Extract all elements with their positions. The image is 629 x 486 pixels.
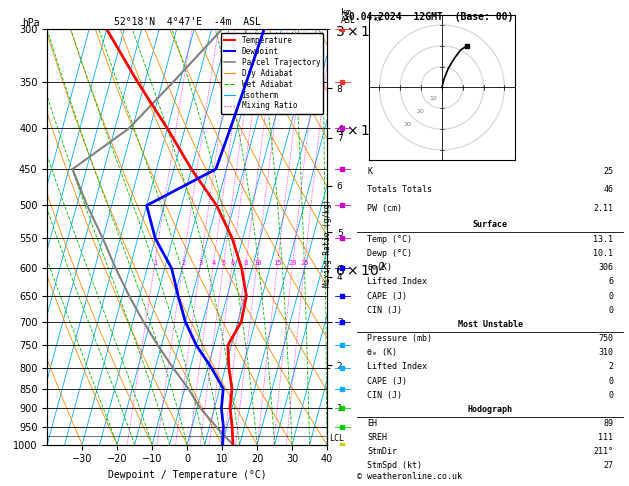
Text: 2: 2 [181, 260, 186, 265]
Text: K: K [367, 167, 372, 175]
Text: 25: 25 [603, 167, 613, 175]
Text: CIN (J): CIN (J) [367, 306, 403, 315]
Text: 4: 4 [211, 260, 216, 265]
Text: Lifted Index: Lifted Index [367, 278, 427, 286]
Text: 306: 306 [598, 263, 613, 272]
Text: 0: 0 [608, 292, 613, 300]
Text: Pressure (mb): Pressure (mb) [367, 334, 432, 343]
Text: StmSpd (kt): StmSpd (kt) [367, 461, 422, 470]
Text: 25: 25 [301, 260, 309, 265]
Text: 5: 5 [221, 260, 226, 265]
Text: 30.04.2024  12GMT  (Base: 00): 30.04.2024 12GMT (Base: 00) [343, 12, 513, 22]
Text: 27: 27 [603, 461, 613, 470]
Text: Dewp (°C): Dewp (°C) [367, 249, 413, 258]
Text: StmDir: StmDir [367, 447, 398, 456]
Text: Mixing Ratio (g/kg): Mixing Ratio (g/kg) [323, 199, 332, 287]
Text: 0: 0 [608, 306, 613, 315]
X-axis label: Dewpoint / Temperature (°C): Dewpoint / Temperature (°C) [108, 470, 267, 480]
Text: LCL: LCL [329, 434, 344, 443]
Text: hPa: hPa [22, 18, 40, 28]
Text: CAPE (J): CAPE (J) [367, 292, 408, 300]
Text: 750: 750 [598, 334, 613, 343]
Text: EH: EH [367, 419, 377, 428]
Text: PW (cm): PW (cm) [367, 204, 403, 213]
Legend: Temperature, Dewpoint, Parcel Trajectory, Dry Adiabat, Wet Adiabat, Isotherm, Mi: Temperature, Dewpoint, Parcel Trajectory… [221, 33, 323, 114]
Y-axis label: hPa: hPa [0, 227, 1, 237]
Title: 52°18'N  4°47'E  -4m  ASL: 52°18'N 4°47'E -4m ASL [114, 17, 260, 27]
Text: 111: 111 [598, 433, 613, 442]
Text: kt: kt [373, 16, 382, 22]
Text: 15: 15 [274, 260, 282, 265]
Text: 310: 310 [598, 348, 613, 357]
Text: 6: 6 [608, 278, 613, 286]
Text: CIN (J): CIN (J) [367, 391, 403, 400]
Text: 20: 20 [289, 260, 297, 265]
Text: 89: 89 [603, 419, 613, 428]
Text: Hodograph: Hodograph [468, 405, 513, 414]
Text: 1: 1 [153, 260, 157, 265]
Text: 10: 10 [253, 260, 262, 265]
Text: θₑ (K): θₑ (K) [367, 348, 398, 357]
Text: θₑ(K): θₑ(K) [367, 263, 392, 272]
Text: SREH: SREH [367, 433, 387, 442]
Text: km
ASL: km ASL [341, 8, 356, 25]
Text: 0: 0 [608, 391, 613, 400]
Text: 13.1: 13.1 [593, 235, 613, 243]
Text: CAPE (J): CAPE (J) [367, 377, 408, 386]
Text: 6: 6 [230, 260, 235, 265]
Text: Most Unstable: Most Unstable [458, 320, 523, 329]
Text: Temp (°C): Temp (°C) [367, 235, 413, 243]
Text: 10: 10 [429, 96, 437, 102]
Text: Totals Totals: Totals Totals [367, 185, 432, 194]
Text: © weatheronline.co.uk: © weatheronline.co.uk [357, 472, 462, 481]
Text: 3: 3 [199, 260, 203, 265]
Text: Lifted Index: Lifted Index [367, 363, 427, 371]
Text: Surface: Surface [473, 220, 508, 229]
Text: 2.11: 2.11 [593, 204, 613, 213]
Text: 10.1: 10.1 [593, 249, 613, 258]
Text: 0: 0 [608, 377, 613, 386]
Text: 8: 8 [244, 260, 248, 265]
Text: 20: 20 [416, 109, 424, 114]
Text: 211°: 211° [593, 447, 613, 456]
Text: 46: 46 [603, 185, 613, 194]
Text: 30: 30 [403, 122, 411, 127]
Text: 2: 2 [608, 363, 613, 371]
